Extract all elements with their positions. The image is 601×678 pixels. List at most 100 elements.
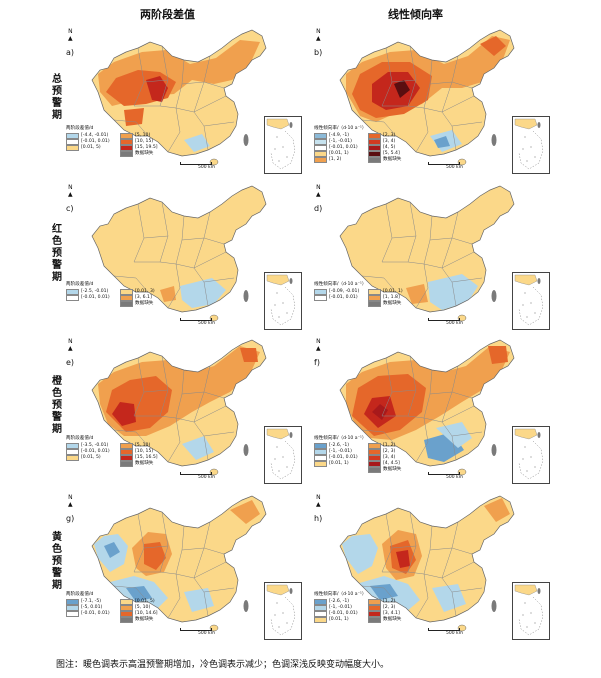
legend-label: [-0.09, -0.01)	[329, 289, 360, 294]
north-label: N	[68, 28, 73, 35]
legend-swatch	[66, 605, 79, 611]
legend-label: [1, 2)	[383, 599, 396, 604]
province-boundary	[415, 573, 429, 619]
legend-item: [-0.01, 0.01)	[314, 145, 362, 151]
legend-label: [1, 2)	[329, 157, 342, 162]
province-boundary	[415, 263, 429, 309]
map-legend: 线性倾向率/（d·10 a⁻¹） [-2.6, -1) [1, 2) [-1, -0.…	[314, 436, 442, 473]
legend-swatch	[120, 455, 133, 461]
legend-title: 线性倾向率/（d·10 a⁻¹）	[314, 282, 367, 287]
legend-label: [10, 15)	[135, 449, 154, 454]
legend-item: [1, 2)	[368, 599, 416, 605]
inset-boundary-line	[518, 130, 544, 170]
north-arrow-glyph: ▲	[68, 345, 73, 352]
scale-bar: 500 km	[180, 628, 226, 636]
legend-item: 数据缺失	[368, 157, 416, 163]
national-boundary	[91, 339, 267, 467]
map-color-region	[146, 76, 168, 102]
north-arrow-icon: N ▲	[68, 338, 73, 352]
inset-boundary-line	[270, 130, 296, 170]
map-color-region	[160, 286, 176, 302]
province-boundary	[391, 545, 417, 549]
legend-item: [4, 5)	[368, 145, 416, 151]
province-boundary	[451, 121, 483, 127]
inset-island	[274, 148, 276, 150]
south-china-sea-inset	[264, 272, 302, 330]
province-boundary	[441, 95, 475, 113]
inset-island	[530, 302, 532, 304]
column-title-trend-rate: 线性倾向率	[388, 8, 443, 21]
scale-bar-label: 500 km	[198, 165, 216, 170]
inset-island	[278, 160, 280, 162]
legend-swatch	[66, 133, 79, 139]
north-arrow-glyph: ▲	[316, 345, 321, 352]
inset-island	[526, 626, 528, 628]
inset-boundary-line	[518, 596, 544, 636]
legend-label: [5, 10)	[135, 443, 151, 448]
province-boundary	[451, 81, 473, 89]
legend-label: [0.01, 1)	[329, 151, 349, 156]
legend-item: [-5, 0.01)	[66, 605, 114, 611]
legend-label: [1, 1.8]	[383, 295, 400, 300]
map-legend: 两阶段差值/d [-3.5, -0.01) [5, 10) [-0.01, 0.01)…	[66, 436, 194, 467]
province-boundary	[451, 547, 473, 555]
legend-swatch	[368, 617, 381, 623]
province-boundary	[203, 391, 225, 399]
legend-item: [3, 4)	[368, 139, 416, 145]
map-color-region	[112, 402, 136, 426]
panel-letter: g)	[66, 514, 75, 523]
map-color-region	[406, 284, 428, 304]
inset-island	[524, 602, 526, 604]
scale-bar: 500 km	[428, 162, 474, 170]
province-boundary	[167, 417, 181, 463]
legend-item: [-7.1, -5)	[66, 599, 114, 605]
map-color-region	[126, 586, 152, 602]
north-label: N	[316, 28, 321, 35]
inset-map	[514, 428, 544, 480]
inset-land	[514, 274, 538, 286]
province-boundary	[143, 545, 169, 549]
map-color-region	[240, 348, 258, 362]
hainan-island	[209, 624, 219, 632]
legend-item: [2, 3)	[368, 449, 416, 455]
hainan-island	[209, 314, 219, 322]
legend-swatch	[66, 443, 79, 449]
legend-label: [4, 4.5]	[383, 461, 400, 466]
legend-label: [0.01, 5)	[81, 145, 101, 150]
legend-item: [0.01, 5)	[66, 145, 114, 151]
panel-letter: b)	[314, 48, 323, 57]
province-boundary	[441, 251, 475, 269]
scale-bar-label: 500 km	[198, 321, 216, 326]
north-label: N	[316, 494, 321, 501]
hainan-island	[457, 158, 467, 166]
map-color-region	[184, 134, 210, 152]
legend-item	[66, 461, 114, 467]
legend-swatch	[66, 455, 79, 461]
map-color-region	[372, 72, 420, 110]
map-legend: 线性倾向率/（d·10 a⁻¹） [-2.6, -1) [1, 2) [-1, -0.…	[314, 592, 442, 623]
china-map	[339, 29, 515, 166]
taiwan-no-data	[243, 290, 249, 302]
scale-bar-label: 500 km	[446, 631, 464, 636]
legend-label: [3, 6.1]	[135, 295, 152, 300]
legend-label: [2, 3)	[383, 605, 396, 610]
legend-swatch	[314, 617, 327, 623]
north-arrow-glyph: ▲	[68, 501, 73, 508]
south-china-sea-inset	[512, 272, 550, 330]
taiwan-no-data	[491, 290, 497, 302]
panel-letter: e)	[66, 358, 75, 367]
legend-swatch	[66, 449, 79, 455]
legend-item: [-0.01, 0.01)	[66, 611, 114, 617]
legend-swatch	[314, 449, 327, 455]
inset-land	[514, 118, 538, 130]
map-color-region	[484, 498, 510, 522]
inset-island	[274, 614, 276, 616]
inset-land	[266, 584, 290, 596]
province-boundary	[382, 261, 443, 269]
legend-item: 数据缺失	[368, 301, 416, 307]
legend-swatch	[368, 443, 381, 449]
legend-item: [0.01, 1)	[368, 289, 416, 295]
legend-item	[66, 617, 114, 623]
scale-bar-line	[180, 472, 212, 475]
legend-item: [-2.6, -1)	[314, 599, 362, 605]
